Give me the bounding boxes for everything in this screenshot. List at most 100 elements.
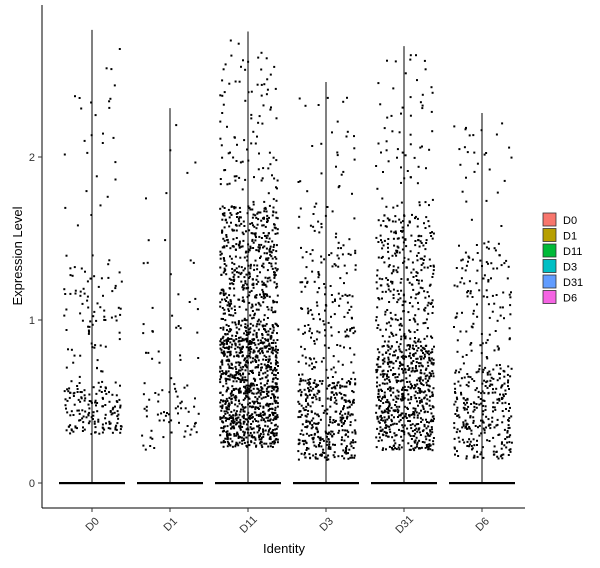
data-point <box>380 414 382 417</box>
data-point <box>431 130 434 133</box>
data-point <box>346 311 349 314</box>
data-point <box>266 78 269 81</box>
data-point <box>271 267 274 270</box>
data-point <box>406 408 409 410</box>
data-point <box>114 284 117 287</box>
data-point <box>103 318 106 321</box>
data-point <box>380 417 383 420</box>
data-point <box>415 365 417 367</box>
data-point <box>248 328 251 331</box>
data-point <box>352 371 355 374</box>
data-point <box>329 433 332 436</box>
data-point <box>277 365 279 367</box>
data-point <box>493 453 496 456</box>
data-point <box>398 414 401 417</box>
data-point <box>221 230 224 233</box>
data-point <box>353 217 356 220</box>
data-point <box>330 391 333 394</box>
data-point <box>398 251 401 254</box>
data-point <box>493 445 496 448</box>
data-point <box>334 371 337 374</box>
data-point <box>306 396 309 399</box>
data-point <box>264 276 267 279</box>
data-point <box>311 249 314 252</box>
data-point <box>335 393 338 396</box>
data-point <box>398 428 400 431</box>
data-point <box>402 369 405 372</box>
data-point <box>311 332 313 335</box>
data-point <box>299 377 302 380</box>
data-point <box>310 427 313 430</box>
data-point <box>375 404 378 407</box>
data-point <box>341 385 344 388</box>
data-point <box>341 378 344 381</box>
data-point <box>236 346 239 349</box>
data-point <box>264 429 267 432</box>
data-point <box>427 301 430 304</box>
data-point <box>219 365 222 368</box>
data-point <box>308 357 311 360</box>
data-point <box>248 434 251 437</box>
data-point <box>409 424 412 427</box>
data-point <box>376 274 379 277</box>
data-point <box>225 323 228 326</box>
data-point <box>308 381 311 384</box>
data-point <box>264 424 267 427</box>
data-point <box>453 284 456 287</box>
violin-layer <box>91 29 483 483</box>
data-point <box>260 419 263 422</box>
data-point <box>409 420 411 423</box>
data-point <box>410 296 413 299</box>
data-point <box>466 151 469 154</box>
data-point <box>251 406 253 409</box>
data-point <box>299 207 302 210</box>
data-point <box>260 444 263 447</box>
data-point <box>275 159 278 162</box>
data-point <box>487 247 490 250</box>
data-point <box>508 417 511 420</box>
data-point <box>413 441 416 444</box>
data-point <box>147 239 150 242</box>
data-point <box>268 250 271 253</box>
data-point <box>256 135 258 138</box>
data-point <box>333 263 336 266</box>
data-point <box>333 451 336 454</box>
data-point <box>249 275 251 278</box>
data-point <box>467 260 469 263</box>
data-point <box>324 329 326 332</box>
data-point <box>238 441 241 444</box>
data-point <box>251 416 254 419</box>
data-point <box>271 430 274 433</box>
data-point <box>150 429 153 432</box>
data-point <box>413 413 416 416</box>
data-point <box>394 442 397 445</box>
data-point <box>261 283 264 286</box>
data-point <box>265 339 268 342</box>
data-point <box>423 222 425 225</box>
data-point <box>473 408 476 411</box>
data-point <box>92 414 95 417</box>
data-point <box>463 441 466 444</box>
data-point <box>318 445 321 448</box>
data-point <box>466 445 469 447</box>
data-point <box>263 341 266 344</box>
data-point <box>255 325 258 328</box>
data-point <box>386 279 389 281</box>
data-point <box>101 142 104 144</box>
data-point <box>352 398 355 401</box>
data-point <box>392 354 394 357</box>
data-point <box>465 455 468 458</box>
data-point <box>424 248 427 251</box>
data-point <box>95 404 97 407</box>
data-point <box>240 436 243 439</box>
data-point <box>424 350 427 353</box>
data-point <box>403 405 406 408</box>
data-point <box>399 322 402 325</box>
data-point <box>343 422 346 424</box>
data-point <box>426 291 429 294</box>
data-point <box>466 397 469 400</box>
data-point <box>261 416 264 419</box>
data-point <box>416 430 419 433</box>
legend-label: D6 <box>563 293 577 305</box>
y-ticks: 012 <box>29 152 42 490</box>
